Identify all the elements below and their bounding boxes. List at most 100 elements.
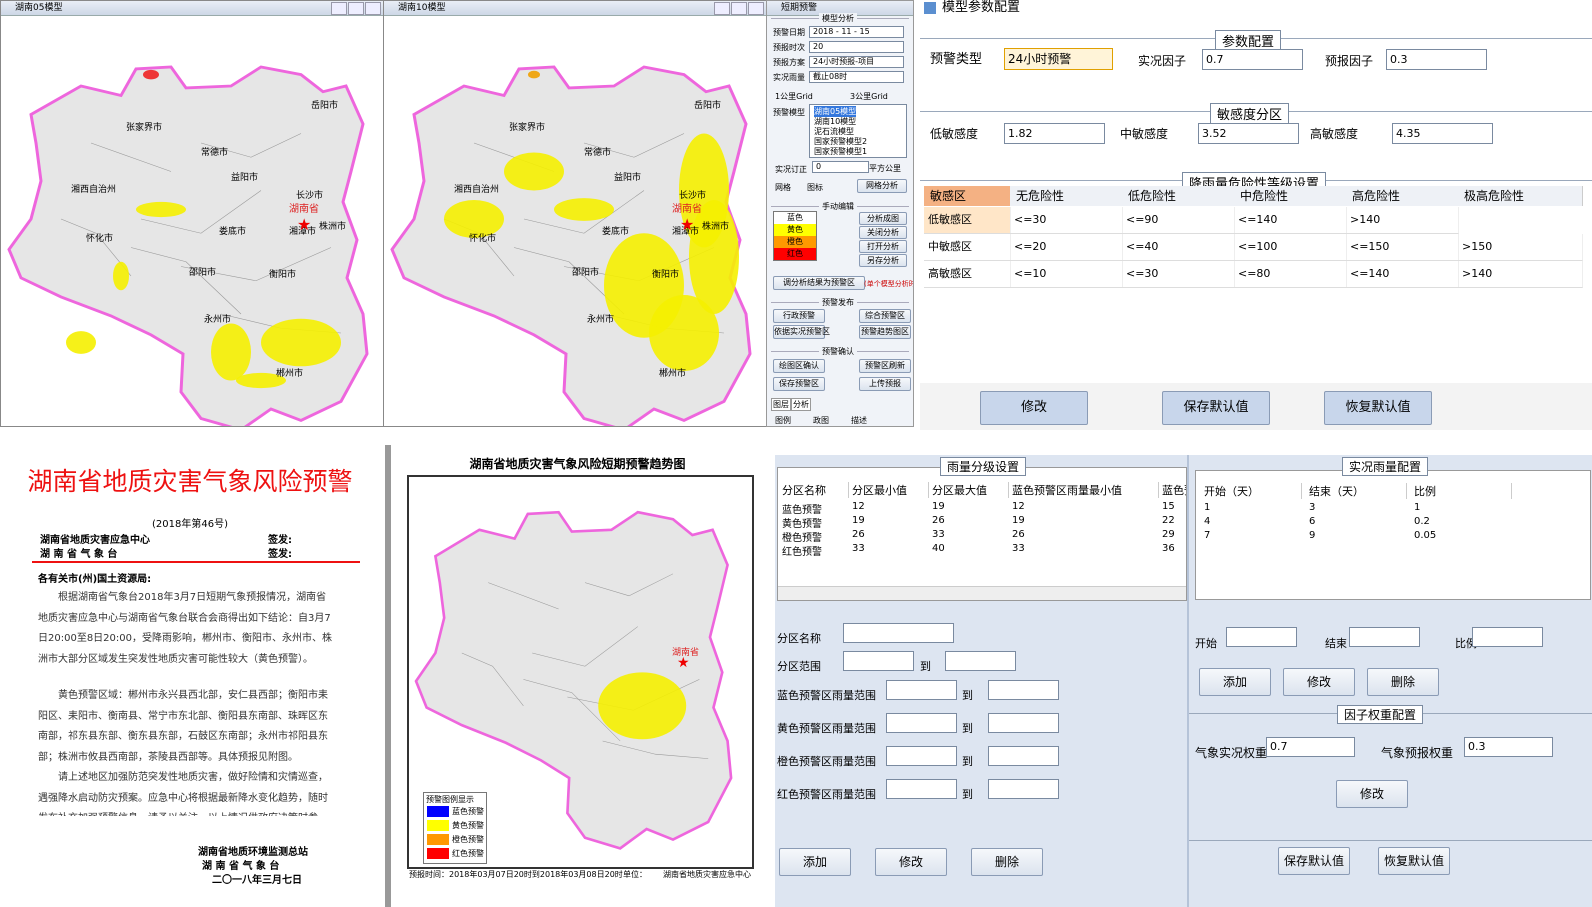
input-field[interactable]: 0 [812, 161, 869, 173]
legend-label: 蓝色预警 [452, 807, 484, 816]
input-field[interactable] [886, 680, 957, 700]
field-label: 高敏感度 [1310, 127, 1359, 141]
input-field[interactable]: 3.52 [1198, 123, 1299, 144]
button[interactable]: 保存默认值 [1162, 391, 1270, 425]
input-field[interactable] [886, 779, 957, 799]
tab[interactable]: 图层 [771, 398, 791, 411]
button[interactable]: 删除 [971, 848, 1043, 876]
window-control[interactable] [348, 2, 364, 15]
button[interactable]: 上传预报 [859, 377, 911, 391]
input-field[interactable]: 24小时预警 [1004, 48, 1113, 70]
checkbox[interactable]: 网格 [775, 183, 791, 192]
checkbox[interactable]: 政图 [813, 416, 829, 425]
input-field[interactable]: 0.3 [1464, 737, 1553, 757]
button[interactable]: 修改 [1336, 780, 1408, 808]
button[interactable]: 关闭分析 [859, 226, 907, 239]
table-cell: 26 [1012, 529, 1025, 540]
model-checkbox[interactable]: 国家预警模型1 [814, 147, 868, 156]
window-control[interactable] [748, 2, 764, 15]
window-control[interactable] [365, 2, 381, 15]
input-field[interactable] [988, 713, 1059, 733]
table-cell: <=150 [1346, 234, 1459, 261]
radio-option[interactable]: 3公里Grid [850, 92, 888, 101]
input-field[interactable] [1226, 627, 1297, 647]
input-field[interactable] [988, 680, 1059, 700]
input-field[interactable] [843, 651, 914, 671]
button[interactable]: 删除 [1367, 668, 1439, 696]
checkbox[interactable]: 图例 [775, 416, 791, 425]
input-field[interactable] [1349, 627, 1420, 647]
table-cell: 6 [1309, 516, 1316, 527]
button[interactable]: 预警区刷新 [859, 359, 911, 373]
button[interactable]: 添加 [1199, 668, 1271, 696]
button[interactable]: 保存预警区 [773, 377, 825, 391]
table-cell: 12 [852, 501, 865, 512]
table-cell: 3 [1309, 502, 1316, 513]
table-cell: <=40 [1122, 234, 1235, 261]
button[interactable]: 添加 [779, 848, 851, 876]
input-field[interactable] [945, 651, 1016, 671]
input-field[interactable]: 0.7 [1266, 737, 1355, 757]
input-field[interactable] [886, 746, 957, 766]
input-field[interactable]: 20 [809, 41, 904, 53]
tab[interactable]: 分析 [791, 398, 811, 411]
button[interactable]: 预警趋势图区 [859, 325, 911, 339]
button[interactable]: 修改 [875, 848, 947, 876]
field-label: 预警日期 [773, 28, 805, 37]
input-field[interactable] [1472, 627, 1543, 647]
legend-title: 预警图例显示 [426, 795, 474, 804]
table-cell: 19 [852, 515, 865, 526]
model-checkbox[interactable]: 国家预警模型2 [814, 137, 868, 146]
table-cell: <=100 [1234, 234, 1347, 261]
input-field[interactable]: 24小时预报-项目 [809, 56, 904, 68]
radio-option[interactable]: 1公里Grid [775, 92, 813, 101]
column-header: 分区名称 [778, 482, 849, 498]
input-field[interactable]: 截止08时 [809, 71, 904, 83]
input-field[interactable]: 0.7 [1202, 49, 1303, 70]
input-field[interactable] [988, 746, 1059, 766]
button[interactable]: 综合预警区 [859, 309, 911, 323]
input-field[interactable]: 4.35 [1392, 123, 1493, 144]
map-canvas: 张家界市 常德市 岳阳市 湘西自治州 益阳市 长沙市 湖南省 湘潭市 株洲市 怀化市 娄底市 邵阳市 衡… [1, 29, 383, 426]
model-checkbox[interactable]: 湖南10模型 [814, 117, 857, 126]
window-control[interactable] [714, 2, 730, 15]
checkbox[interactable]: 实况订正 [775, 165, 807, 174]
input-field[interactable] [886, 713, 957, 733]
window-control[interactable] [731, 2, 747, 15]
table-cell: <=80 [1234, 261, 1347, 288]
rain-area [528, 70, 540, 79]
button[interactable]: 依据实况预警区 [773, 325, 830, 339]
button[interactable]: 打开分析 [859, 240, 907, 253]
button[interactable]: 保存默认值 [1278, 847, 1350, 875]
column-header: 分区最大值 [928, 482, 1009, 498]
checkbox[interactable]: 图标 [807, 183, 823, 192]
input-field[interactable]: 0.3 [1386, 49, 1487, 70]
group-header: 敏感度分区 [1210, 103, 1290, 124]
scrollbar [778, 586, 1186, 600]
button[interactable]: 恢复默认值 [1324, 391, 1432, 425]
warning-document: 湖南省地质灾害气象风险预警 (2018年第46号) 湖南省地质灾害应急中心 签发: 湖 … [0, 440, 385, 907]
input-field[interactable] [843, 623, 954, 643]
input-field[interactable] [988, 779, 1059, 799]
button[interactable]: 行政预警 [773, 309, 825, 323]
button[interactable]: 网格分析 [857, 179, 907, 193]
input-field[interactable]: 1.82 [1004, 123, 1105, 144]
capital-star: ★ [297, 215, 312, 234]
input-field[interactable]: 2018 - 11 - 15 [809, 26, 904, 38]
paragraph: 黄色预警区域：郴州市永兴县西北部，安仁县西部；衡阳市耒阳区、耒阳市、衡南县、常宁… [38, 690, 328, 763]
model-checkbox[interactable]: 泥石流模型 [814, 127, 854, 136]
model-checkbox[interactable]: 湖南05模型 [814, 106, 857, 117]
button[interactable]: 绘图区确认 [773, 359, 825, 373]
to-label: 到 [962, 788, 973, 801]
button[interactable]: 分析成图 [859, 212, 907, 225]
issuer: 湖南省地质灾害应急中心 [40, 535, 150, 546]
button[interactable]: 恢复默认值 [1378, 847, 1450, 875]
checkbox[interactable]: 描述 [851, 416, 867, 425]
button[interactable]: 修改 [1283, 668, 1355, 696]
button[interactable]: 另存分析 [859, 254, 907, 267]
window-control[interactable] [331, 2, 347, 15]
button[interactable]: 调分析结果为预警区 [773, 276, 865, 290]
button[interactable]: 修改 [980, 391, 1088, 425]
capital-star: ★ [680, 215, 695, 234]
field-label: 实况因子 [1138, 54, 1187, 68]
